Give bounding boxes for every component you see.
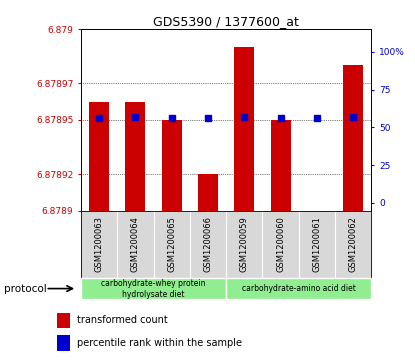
Text: protocol: protocol xyxy=(4,284,47,294)
Bar xyxy=(271,120,290,211)
Bar xyxy=(343,65,363,211)
Text: GSM1200059: GSM1200059 xyxy=(240,216,249,272)
Text: GSM1200066: GSM1200066 xyxy=(203,216,212,272)
Text: GSM1200060: GSM1200060 xyxy=(276,216,285,272)
Bar xyxy=(125,102,145,211)
Bar xyxy=(89,102,109,211)
Bar xyxy=(226,278,371,299)
Text: percentile rank within the sample: percentile rank within the sample xyxy=(77,338,242,348)
Bar xyxy=(56,335,70,351)
Bar xyxy=(162,120,182,211)
Bar xyxy=(234,47,254,211)
Text: GSM1200064: GSM1200064 xyxy=(131,216,140,272)
Text: carbohydrate-whey protein
hydrolysate diet: carbohydrate-whey protein hydrolysate di… xyxy=(101,278,206,299)
Text: GSM1200061: GSM1200061 xyxy=(312,216,322,272)
Text: transformed count: transformed count xyxy=(77,315,168,325)
Text: carbohydrate-amino acid diet: carbohydrate-amino acid diet xyxy=(242,284,356,293)
Text: GSM1200063: GSM1200063 xyxy=(95,216,104,272)
Bar xyxy=(198,174,218,211)
Text: GSM1200065: GSM1200065 xyxy=(167,216,176,272)
Bar xyxy=(81,278,226,299)
Text: GSM1200062: GSM1200062 xyxy=(349,216,358,272)
Title: GDS5390 / 1377600_at: GDS5390 / 1377600_at xyxy=(153,15,299,28)
Bar xyxy=(56,313,70,328)
